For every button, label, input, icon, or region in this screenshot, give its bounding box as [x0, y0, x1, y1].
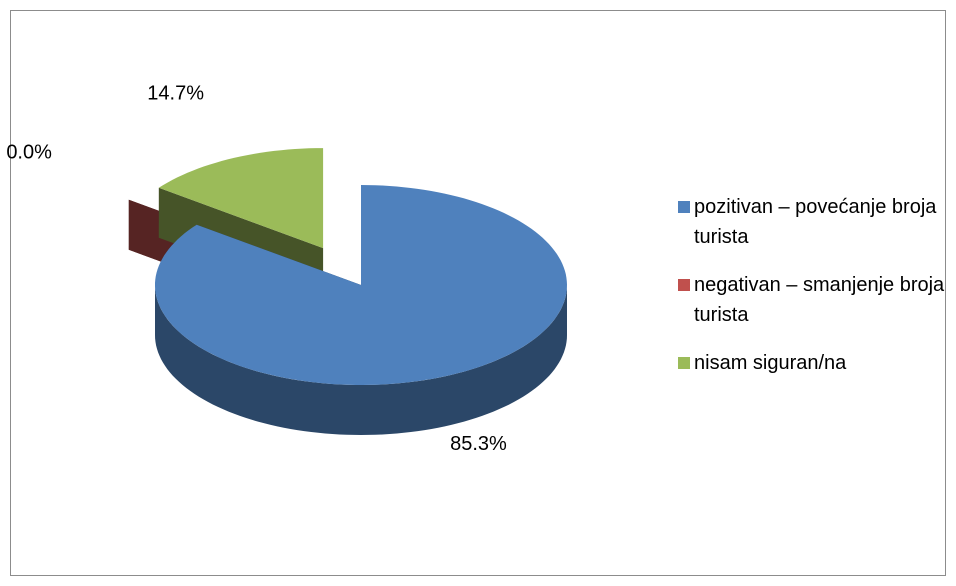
- slice: [158, 148, 324, 249]
- legend-item: pozitivan – povećanje broja turista: [678, 192, 948, 252]
- slice: [155, 185, 567, 385]
- data-label: 0.0%: [6, 142, 52, 164]
- legend-label: negativan – smanjenje broja turista: [694, 274, 945, 326]
- legend-swatch: [678, 357, 690, 369]
- legend-swatch: [678, 201, 690, 213]
- data-label: 14.7%: [147, 82, 204, 104]
- legend-item: nisam siguran/na: [678, 348, 948, 378]
- legend-swatch: [678, 279, 690, 291]
- data-label: 85.3%: [450, 433, 507, 455]
- legend: pozitivan – povećanje broja turista negat…: [678, 192, 948, 396]
- legend-label: nisam siguran/na: [694, 352, 847, 374]
- legend-label: pozitivan – povećanje broja turista: [694, 196, 937, 248]
- legend-item: negativan – smanjenje broja turista: [678, 270, 948, 330]
- slice-side: [155, 285, 567, 435]
